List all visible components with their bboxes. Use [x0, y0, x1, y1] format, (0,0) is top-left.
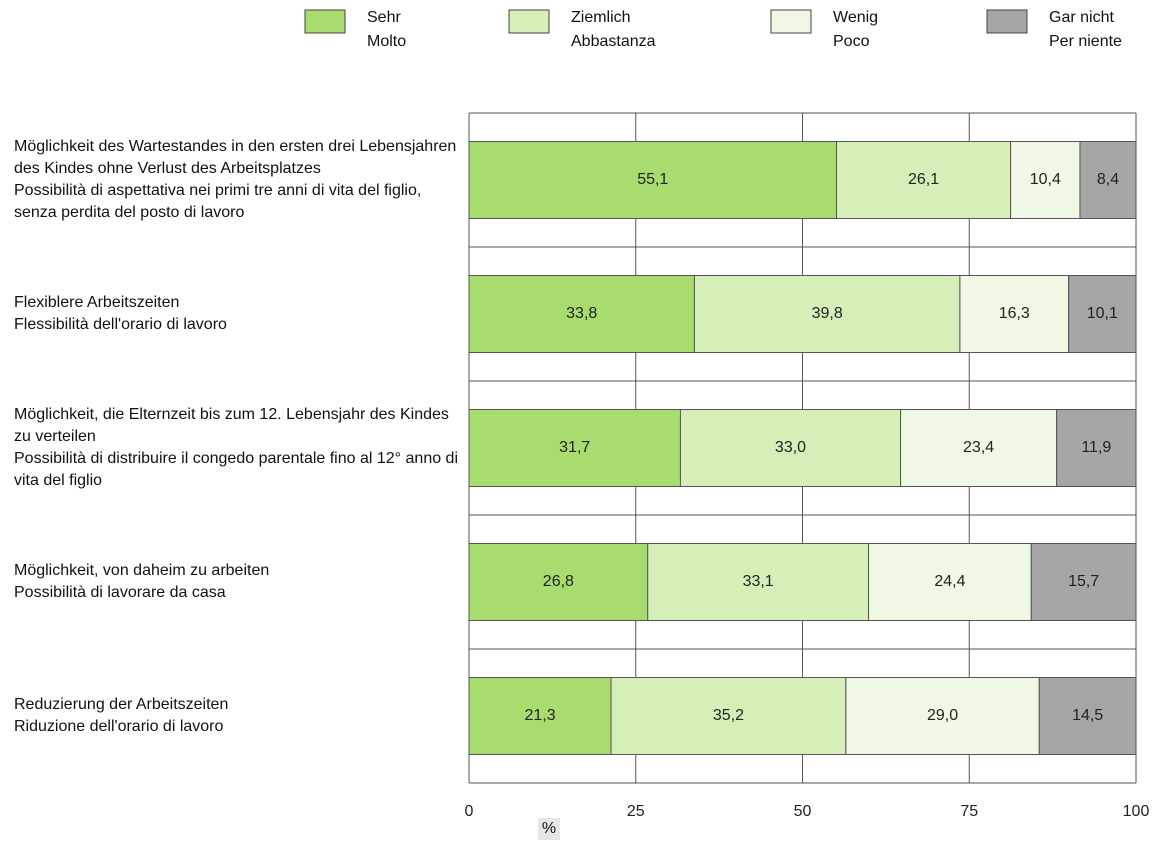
value-label: 10,1: [1087, 305, 1118, 322]
legend-swatch: [770, 9, 812, 34]
legend-label: Wenig Poco: [833, 9, 879, 50]
bar-segment: [679, 409, 902, 487]
value-label: 11,9: [1081, 439, 1111, 456]
bar-segment: [1030, 543, 1137, 621]
legend-label: Gar nicht Per niente: [1049, 9, 1122, 50]
bar-segment: [468, 677, 612, 755]
value-label: 21,3: [524, 707, 555, 724]
bar-segment: [836, 141, 1012, 219]
category-label: Flexiblere Arbeitszeiten Flessibilità de…: [14, 294, 227, 333]
category-label: Reduzierung der Arbeitszeiten Riduzione …: [14, 696, 229, 735]
x-tick-label: 100: [1123, 803, 1150, 820]
value-label: 15,7: [1068, 573, 1099, 590]
category-label: Möglichkeit des Wartestandes in den erst…: [14, 138, 457, 221]
value-label: 26,1: [908, 171, 939, 188]
value-label: 10,4: [1030, 171, 1061, 188]
x-tick-label: 25: [627, 803, 645, 820]
bar-segment: [868, 543, 1032, 621]
bar-segment: [1038, 677, 1137, 755]
x-tick-label: 50: [794, 803, 812, 820]
legend-swatch: [986, 9, 1028, 34]
legend-swatch: [304, 9, 346, 34]
bar-segment: [900, 409, 1058, 487]
bar-segment: [845, 677, 1040, 755]
bar-segment: [959, 275, 1070, 353]
bar-segment: [1010, 141, 1081, 219]
value-label: 35,2: [713, 707, 744, 724]
bar-segment: [693, 275, 961, 353]
value-label: 8,4: [1097, 171, 1119, 188]
legend-swatch: [508, 9, 550, 34]
value-label: 31,7: [559, 439, 590, 456]
legend-label: Ziemlich Abbastanza: [571, 9, 656, 50]
legend-label: Sehr Molto: [367, 9, 407, 50]
bar-segment: [1068, 275, 1137, 353]
value-label: 29,0: [927, 707, 958, 724]
value-label: 26,8: [543, 573, 574, 590]
bar-segment: [1056, 409, 1137, 487]
value-label: 33,0: [775, 439, 806, 456]
x-tick-label: 0: [465, 803, 474, 820]
value-label: 16,3: [999, 305, 1030, 322]
bar-segment: [1079, 141, 1137, 219]
x-tick-label: 75: [960, 803, 978, 820]
value-label: 39,8: [812, 305, 843, 322]
value-label: 24,4: [934, 573, 965, 590]
value-label: 33,8: [566, 305, 597, 322]
value-label: 23,4: [963, 439, 994, 456]
value-label: 55,1: [637, 171, 668, 188]
x-axis-label: %: [538, 818, 560, 840]
bar-segment: [468, 409, 681, 487]
category-label: Möglichkeit, von daheim zu arbeiten Poss…: [14, 562, 270, 601]
bar-segment: [610, 677, 847, 755]
value-label: 14,5: [1072, 707, 1103, 724]
bar-segment: [468, 141, 838, 219]
category-label: Möglichkeit, die Elternzeit bis zum 12. …: [14, 406, 459, 489]
bar-segment: [468, 543, 649, 621]
bar-segment: [468, 275, 695, 353]
value-label: 33,1: [743, 573, 774, 590]
